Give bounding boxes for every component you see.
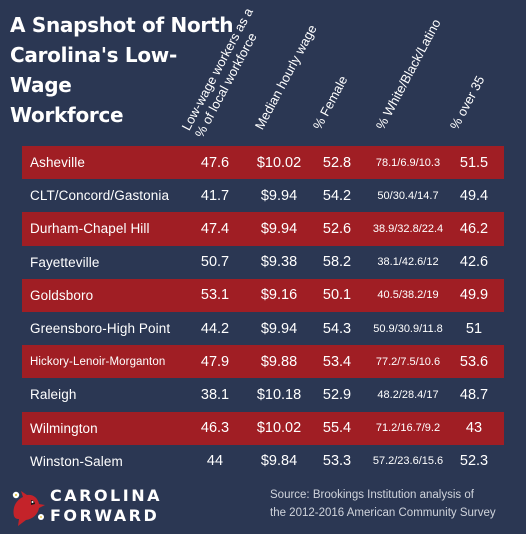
over-35-percent: 46.2: [459, 220, 489, 237]
city-name: Winston-Salem: [30, 453, 123, 469]
column-header-female: % Female: [310, 73, 351, 132]
low-wage-percent: 38.1: [200, 386, 230, 403]
table-row: CLT/Concord/Gastonia 41.7 $9.94 54.2 50/…: [22, 179, 504, 212]
median-wage: $10.02: [256, 420, 302, 437]
source-line-1: Source: Brookings Institution analysis o…: [270, 489, 474, 501]
white-black-latino: 38.1/42.6/12: [377, 256, 439, 269]
female-percent: 55.4: [322, 420, 352, 437]
white-black-latino: 57.2/23.6/15.6: [372, 455, 444, 468]
table-row: Greensboro-High Point 44.2 $9.94 54.3 50…: [22, 312, 504, 345]
female-percent: 53.4: [322, 353, 352, 370]
female-percent: 58.2: [322, 254, 352, 271]
median-wage: $9.38: [260, 254, 298, 271]
city-name: Greensboro-High Point: [30, 321, 171, 337]
white-black-latino: 40.5/38.2/19: [377, 289, 439, 302]
median-wage: $9.94: [260, 187, 298, 204]
low-wage-percent: 47.4: [200, 220, 230, 237]
over-35-percent: 43: [465, 420, 483, 437]
table-row: Winston-Salem 44 $9.84 53.3 57.2/23.6/15…: [22, 445, 504, 478]
white-black-latino: 77.2/7.5/10.6: [375, 355, 441, 368]
city-name: Goldsboro: [30, 287, 94, 303]
column-header-female-line-1: % Female: [309, 73, 351, 132]
column-header-median-wage: Median hourly wage: [252, 22, 320, 132]
median-wage: $9.84: [260, 453, 298, 470]
column-header-over-35: % over 35: [447, 73, 488, 132]
female-percent: 50.1: [322, 287, 352, 304]
low-wage-percent: 47.9: [200, 353, 230, 370]
median-wage: $9.88: [260, 353, 298, 370]
city-name: Asheville: [30, 155, 85, 171]
title-line-1: A Snapshot of North: [10, 13, 234, 37]
low-wage-percent: 47.6: [200, 154, 230, 171]
over-35-percent: 42.6: [459, 254, 489, 271]
data-table: Asheville 47.6 $10.02 52.8 78.1/6.9/10.3…: [22, 146, 504, 478]
white-black-latino: 78.1/6.9/10.3: [375, 156, 441, 169]
female-percent: 54.3: [322, 320, 352, 337]
median-wage: $10.18: [256, 386, 302, 403]
title-line-3: Workforce: [10, 103, 124, 127]
low-wage-percent: 41.7: [200, 187, 230, 204]
median-wage: $9.94: [260, 320, 298, 337]
carolina-forward-logo: CAROLINA FORWARD: [8, 486, 178, 528]
over-35-percent: 51.5: [459, 154, 489, 171]
white-black-latino: 71.2/16.7/9.2: [375, 422, 441, 435]
city-name: CLT/Concord/Gastonia: [30, 188, 170, 204]
table-row: Raleigh 38.1 $10.18 52.9 48.2/28.4/17 48…: [22, 378, 504, 411]
low-wage-percent: 50.7: [200, 254, 230, 271]
city-name: Fayetteville: [30, 254, 100, 270]
column-header-wbl-line-1: % White/Black/Latino: [372, 16, 444, 133]
table-row: Hickory-Lenoir-Morganton 47.9 $9.88 53.4…: [22, 345, 504, 379]
column-header-white-black-latino: % White/Black/Latino: [373, 16, 444, 132]
logo-line-1: CAROLINA: [50, 486, 162, 505]
median-wage: $9.16: [260, 287, 298, 304]
cardinal-bird-icon: [12, 491, 45, 526]
median-wage: $10.02: [256, 154, 302, 171]
logo-line-2: FORWARD: [50, 506, 160, 525]
white-black-latino: 50/30.4/14.7: [377, 189, 439, 202]
low-wage-percent: 53.1: [200, 287, 230, 304]
table-row: Fayetteville 50.7 $9.38 58.2 38.1/42.6/1…: [22, 246, 504, 279]
over-35-percent: 51: [465, 320, 483, 337]
over-35-percent: 49.4: [459, 187, 489, 204]
median-wage: $9.94: [260, 220, 298, 237]
table-row: Asheville 47.6 $10.02 52.8 78.1/6.9/10.3…: [22, 146, 504, 180]
page-title: A Snapshot of North Carolina's Low-Wage …: [10, 10, 235, 130]
low-wage-percent: 46.3: [200, 420, 230, 437]
female-percent: 52.9: [322, 386, 352, 403]
over-35-percent: 52.3: [459, 453, 489, 470]
female-percent: 54.2: [322, 187, 352, 204]
female-percent: 53.3: [322, 453, 352, 470]
table-row: Wilmington 46.3 $10.02 55.4 71.2/16.7/9.…: [22, 411, 504, 445]
source-note: Source: Brookings Institution analysis o…: [270, 486, 496, 522]
source-line-2: the 2012-2016 American Community Survey: [270, 507, 496, 519]
logo-text: CAROLINA FORWARD: [50, 486, 162, 526]
low-wage-percent: 44: [206, 453, 224, 470]
white-black-latino: 48.2/28.4/17: [377, 388, 439, 401]
white-black-latino: 38.9/32.8/22.4: [372, 222, 444, 235]
female-percent: 52.6: [322, 220, 352, 237]
low-wage-percent: 44.2: [200, 320, 230, 337]
female-percent: 52.8: [322, 154, 352, 171]
table-row: Goldsboro 53.1 $9.16 50.1 40.5/38.2/19 4…: [22, 278, 504, 312]
city-name: Hickory-Lenoir-Morganton: [30, 355, 166, 368]
city-name: Durham-Chapel Hill: [30, 221, 150, 237]
city-name: Raleigh: [30, 387, 77, 403]
city-name: Wilmington: [30, 420, 98, 436]
column-header-over35-line-1: % over 35: [446, 73, 488, 132]
title-line-2: Carolina's Low-Wage: [10, 43, 177, 97]
over-35-percent: 48.7: [459, 386, 489, 403]
white-black-latino: 50.9/30.9/11.8: [373, 322, 443, 335]
over-35-percent: 49.9: [459, 287, 489, 304]
over-35-percent: 53.6: [459, 353, 489, 370]
column-header-median-wage-line-1: Median hourly wage: [251, 22, 320, 132]
table-row: Durham-Chapel Hill 47.4 $9.94 52.6 38.9/…: [22, 212, 504, 246]
